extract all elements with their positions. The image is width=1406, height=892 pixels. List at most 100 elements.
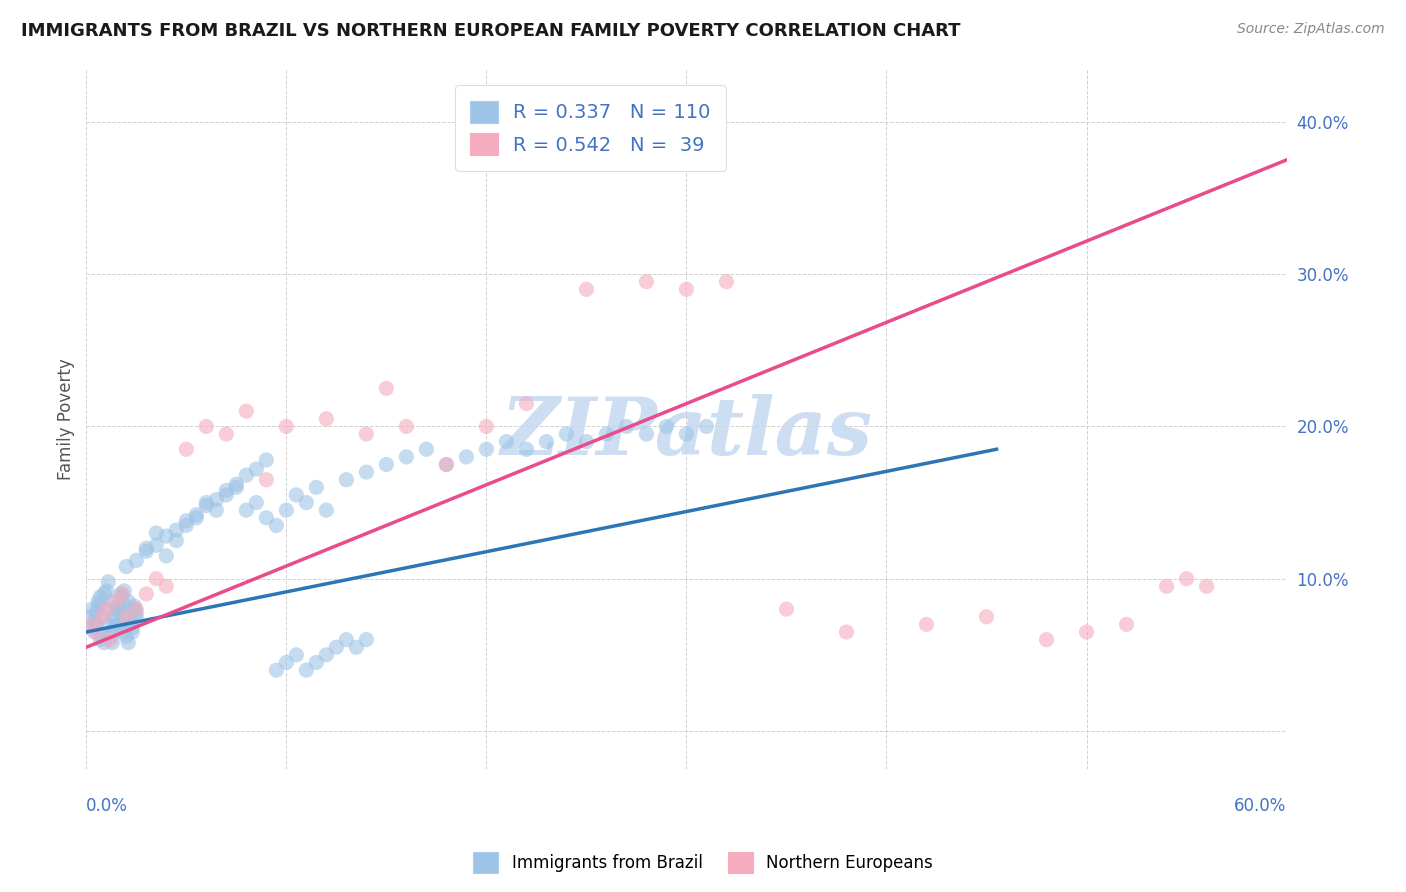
Point (89, 590, 111, 604)
Point (87, 599, 110, 614)
Point (775, 602, 797, 616)
Point (344, 640, 367, 655)
Point (315, 412, 337, 426)
Point (115, 602, 138, 616)
Point (434, 458, 457, 472)
Point (295, 495, 318, 509)
Point (103, 609, 125, 624)
Point (375, 458, 398, 472)
Point (176, 518, 198, 533)
Point (155, 549, 177, 563)
Point (83, 625, 105, 640)
Point (305, 656, 328, 670)
Point (475, 419, 498, 434)
Point (235, 468, 257, 483)
Point (98, 630, 121, 644)
Y-axis label: Family Poverty: Family Poverty (58, 358, 75, 480)
Point (976, 609, 998, 624)
Point (415, 442, 437, 457)
Point (91, 609, 114, 624)
Point (356, 465, 378, 479)
Point (96, 583, 118, 598)
Point (315, 648, 337, 662)
Point (117, 594, 139, 608)
Point (111, 590, 134, 604)
Point (595, 427, 617, 442)
Point (82, 617, 104, 632)
Point (215, 483, 238, 498)
Point (285, 488, 308, 502)
Point (91, 630, 114, 644)
Point (155, 579, 177, 593)
Point (195, 495, 218, 509)
Point (87, 594, 110, 608)
Point (276, 419, 298, 434)
Point (215, 427, 238, 442)
Point (120, 615, 142, 629)
Point (120, 617, 142, 632)
Point (82, 602, 104, 616)
Point (186, 510, 208, 524)
Point (254, 453, 277, 467)
Point (215, 488, 238, 502)
Point (186, 508, 208, 522)
Point (245, 462, 267, 476)
Point (695, 419, 717, 434)
Point (83, 615, 105, 629)
Point (245, 495, 267, 509)
Point (1115, 617, 1137, 632)
Point (145, 538, 167, 552)
Point (105, 602, 128, 616)
Point (375, 381, 398, 395)
Point (195, 419, 218, 434)
Point (105, 594, 128, 608)
Point (266, 518, 288, 533)
Point (225, 480, 247, 494)
Point (117, 635, 139, 649)
Point (266, 663, 288, 677)
Point (335, 473, 357, 487)
Point (335, 632, 357, 647)
Point (110, 605, 132, 619)
Point (254, 473, 277, 487)
Point (475, 442, 498, 457)
Point (395, 450, 418, 464)
Point (135, 587, 157, 601)
Point (97, 617, 120, 632)
Point (84, 605, 107, 619)
Point (176, 514, 198, 528)
Point (1195, 579, 1218, 593)
Point (235, 404, 257, 418)
Point (125, 609, 148, 624)
Point (395, 419, 418, 434)
Point (112, 583, 135, 598)
Point (115, 630, 138, 644)
Point (103, 615, 125, 629)
Point (225, 477, 247, 491)
Point (121, 620, 143, 634)
Point (112, 609, 135, 624)
Text: 0.0%: 0.0% (86, 797, 128, 815)
Text: IMMIGRANTS FROM BRAZIL VS NORTHERN EUROPEAN FAMILY POVERTY CORRELATION CHART: IMMIGRANTS FROM BRAZIL VS NORTHERN EUROP… (21, 22, 960, 40)
Text: ZIPatlas: ZIPatlas (501, 394, 873, 472)
Point (915, 617, 938, 632)
Point (111, 625, 134, 640)
Point (91, 609, 114, 624)
Point (125, 553, 148, 567)
Point (124, 602, 146, 616)
Point (575, 282, 598, 296)
Point (675, 282, 697, 296)
Text: 60.0%: 60.0% (1234, 797, 1286, 815)
Point (124, 599, 146, 614)
Point (101, 635, 124, 649)
Point (96, 602, 118, 616)
Point (515, 396, 537, 410)
Point (111, 587, 134, 601)
Point (235, 503, 257, 517)
Point (110, 587, 132, 601)
Point (107, 617, 129, 632)
Point (1156, 579, 1178, 593)
Point (1035, 632, 1057, 647)
Legend: Immigrants from Brazil, Northern Europeans: Immigrants from Brazil, Northern Europea… (467, 846, 939, 880)
Point (89, 632, 111, 647)
